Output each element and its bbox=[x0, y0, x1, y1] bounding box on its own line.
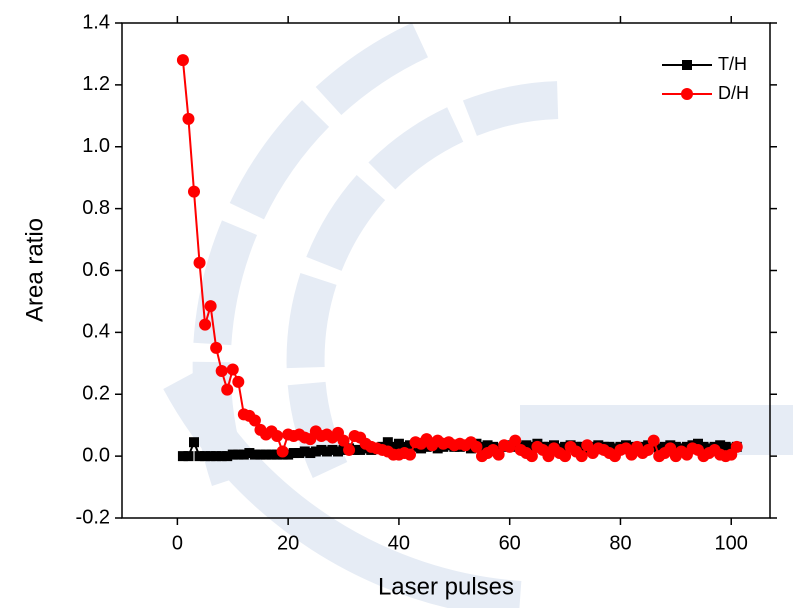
marker bbox=[216, 451, 227, 462]
marker bbox=[272, 449, 283, 460]
marker bbox=[715, 440, 726, 451]
marker bbox=[249, 449, 260, 460]
marker bbox=[255, 449, 266, 460]
marker bbox=[299, 446, 310, 457]
y-tick-label: 1.0 bbox=[82, 135, 110, 157]
marker bbox=[200, 451, 211, 462]
marker bbox=[271, 430, 284, 443]
series bbox=[176, 54, 743, 463]
marker bbox=[509, 434, 522, 447]
legend-label: D/H bbox=[718, 83, 749, 103]
y-tick-label: -0.2 bbox=[76, 506, 110, 528]
marker bbox=[182, 112, 195, 125]
marker bbox=[604, 441, 615, 452]
legend-marker bbox=[682, 60, 692, 70]
marker bbox=[294, 448, 305, 459]
marker bbox=[720, 441, 731, 452]
marker bbox=[405, 440, 415, 451]
marker bbox=[316, 444, 327, 455]
marker bbox=[333, 446, 343, 457]
y-tick-label: 0.0 bbox=[82, 444, 110, 466]
series-line bbox=[181, 60, 738, 458]
marker bbox=[642, 443, 655, 456]
marker bbox=[393, 438, 404, 449]
y-tick-label: 0.8 bbox=[82, 197, 110, 219]
marker bbox=[321, 446, 332, 457]
marker bbox=[188, 185, 200, 198]
watermark bbox=[163, 22, 793, 608]
marker bbox=[226, 363, 239, 376]
marker bbox=[232, 375, 245, 388]
marker bbox=[222, 451, 233, 462]
marker bbox=[221, 383, 234, 396]
marker bbox=[288, 448, 299, 459]
marker bbox=[482, 440, 493, 451]
marker bbox=[388, 441, 399, 452]
marker bbox=[575, 450, 588, 463]
y-tick-label: 0.6 bbox=[82, 259, 110, 281]
marker bbox=[261, 449, 271, 460]
marker bbox=[210, 341, 223, 354]
x-axis-title: Laser pulses bbox=[378, 573, 514, 600]
legend-label: T/H bbox=[718, 54, 747, 74]
marker bbox=[693, 438, 703, 449]
marker bbox=[266, 449, 277, 460]
plot-frame bbox=[121, 22, 771, 519]
legend-item: D/H bbox=[662, 83, 749, 103]
legend-item: T/H bbox=[662, 54, 747, 74]
marker bbox=[521, 440, 532, 451]
marker bbox=[238, 449, 249, 460]
y-tick-label: 1.2 bbox=[82, 73, 110, 95]
x-tick-label: 60 bbox=[499, 532, 521, 554]
marker bbox=[194, 451, 205, 462]
x-tick-label: 40 bbox=[388, 532, 410, 554]
marker bbox=[698, 441, 709, 452]
marker bbox=[648, 441, 659, 452]
marker bbox=[183, 451, 194, 462]
marker bbox=[404, 448, 416, 461]
marker bbox=[525, 450, 538, 463]
marker bbox=[176, 54, 189, 67]
marker bbox=[310, 446, 321, 457]
marker bbox=[355, 444, 366, 455]
marker bbox=[382, 437, 393, 448]
marker bbox=[248, 414, 261, 427]
marker bbox=[337, 434, 350, 447]
y-tick-label: 0.2 bbox=[82, 383, 110, 405]
x-tick-label: 0 bbox=[172, 532, 183, 554]
x-tick-label: 80 bbox=[609, 532, 631, 554]
marker bbox=[283, 449, 294, 460]
marker bbox=[244, 448, 255, 459]
marker bbox=[399, 441, 410, 452]
marker bbox=[305, 448, 316, 459]
marker bbox=[432, 443, 443, 454]
marker bbox=[492, 448, 505, 461]
marker bbox=[177, 451, 188, 462]
marker bbox=[211, 451, 222, 462]
marker bbox=[276, 445, 289, 458]
marker bbox=[327, 444, 338, 455]
x-tick-label: 100 bbox=[715, 532, 748, 554]
marker bbox=[343, 443, 356, 456]
marker bbox=[215, 365, 228, 378]
x-tick-label: 20 bbox=[277, 532, 299, 554]
marker bbox=[193, 256, 206, 269]
marker bbox=[205, 451, 216, 462]
marker bbox=[559, 450, 572, 463]
marker bbox=[204, 300, 217, 313]
marker bbox=[654, 443, 665, 454]
marker bbox=[227, 449, 238, 460]
y-tick-label: 0.4 bbox=[82, 321, 110, 343]
marker bbox=[647, 434, 660, 447]
marker bbox=[470, 440, 483, 453]
marker bbox=[730, 440, 743, 453]
marker bbox=[199, 318, 212, 331]
y-axis-title: Area ratio bbox=[21, 218, 48, 322]
y-tick-label: 1.4 bbox=[82, 11, 110, 33]
marker bbox=[189, 437, 199, 448]
marker bbox=[233, 449, 244, 460]
legend-marker bbox=[681, 88, 693, 100]
